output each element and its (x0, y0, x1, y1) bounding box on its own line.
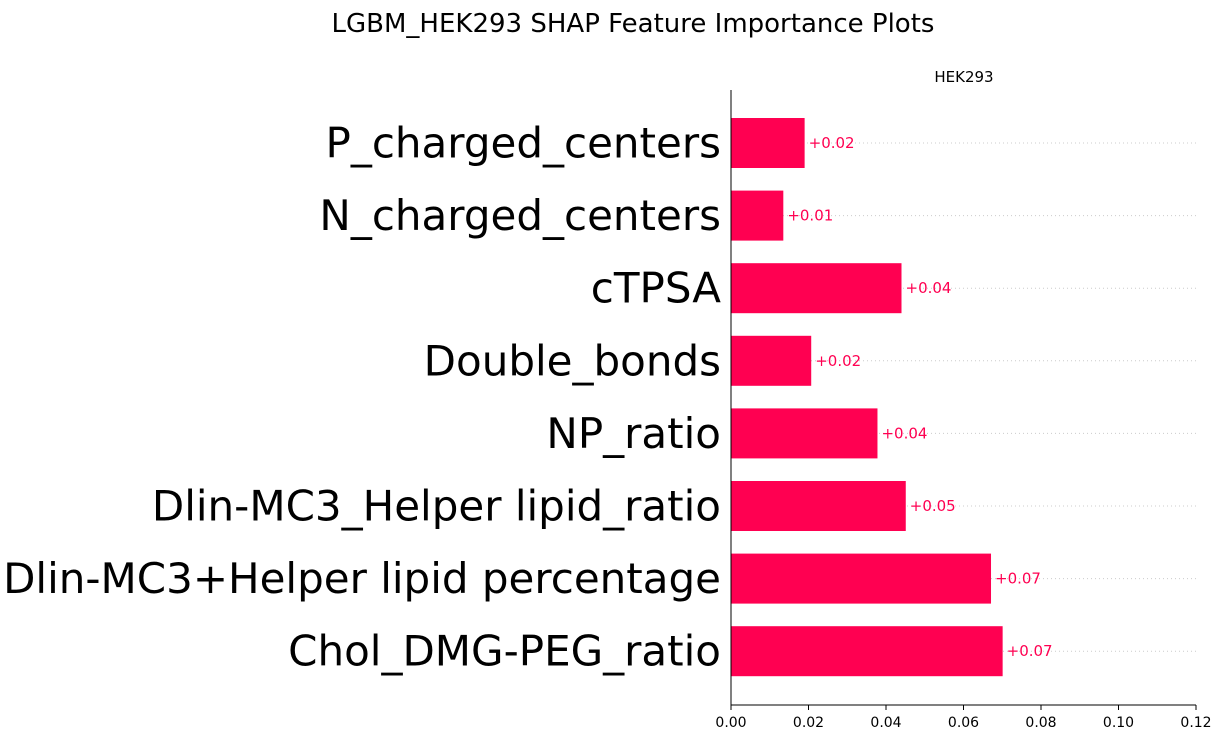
feature-label: Chol_DMG-PEG_ratio (288, 627, 721, 676)
bar (731, 553, 992, 604)
bar (731, 481, 906, 531)
x-tick-label: 0.10 (1103, 715, 1134, 731)
value-label: +0.04 (906, 279, 952, 297)
value-label: +0.01 (787, 207, 833, 225)
value-label: +0.07 (1007, 642, 1053, 660)
value-label: +0.07 (995, 570, 1041, 588)
x-tick-label: 0.12 (1180, 715, 1211, 731)
bar (731, 626, 1003, 677)
bar (731, 335, 812, 386)
bars (731, 118, 1003, 677)
x-tick-label: 0.04 (870, 715, 901, 731)
bar (731, 263, 902, 314)
feature-label: P_charged_centers (326, 119, 721, 168)
bar (731, 190, 784, 241)
feature-label: Dlin-MC3_Helper lipid_ratio (152, 482, 721, 531)
x-tick-label: 0.06 (948, 715, 979, 731)
bar (731, 118, 805, 168)
value-label: +0.02 (809, 134, 855, 152)
feature-label: cTPSA (591, 264, 722, 313)
chart-subtitle: HEK293 (934, 68, 993, 86)
x-tick-label: 0.02 (793, 715, 824, 731)
feature-label: Dlin-MC3+Helper lipid percentage (3, 554, 721, 603)
bar (731, 408, 878, 459)
value-labels: +0.02 +0.01 +0.04 +0.02 +0.04 +0.05 +0.07 +0.07 (787, 134, 1052, 660)
x-tick-label: 0.00 (715, 715, 746, 731)
value-label: +0.02 (815, 352, 861, 370)
axes: 0.00 0.02 0.04 0.06 0.08 0.10 0.12 (715, 90, 1212, 731)
feature-labels: P_charged_centers N_charged_centers cTPSA D… (3, 119, 721, 676)
feature-label: NP_ratio (546, 409, 721, 458)
chart-title: LGBM_HEK293 SHAP Feature Importance Plot… (332, 9, 935, 39)
value-label: +0.05 (910, 497, 956, 515)
x-tick-label: 0.08 (1025, 715, 1056, 731)
feature-label: N_charged_centers (319, 191, 721, 240)
feature-label: Double_bonds (424, 336, 721, 385)
value-label: +0.04 (881, 424, 927, 442)
